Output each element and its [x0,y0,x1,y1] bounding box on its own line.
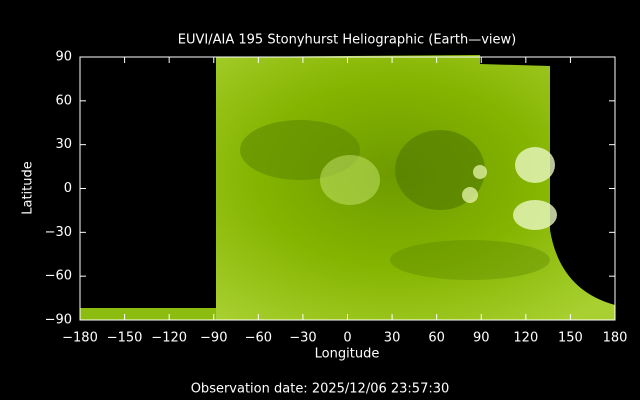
x-tick-label: 90 [473,331,490,346]
y-tick-label: 0 [64,181,72,196]
solar-map-image [80,55,615,320]
x-tick-label: 150 [558,331,583,346]
x-tick-label: −60 [245,331,272,346]
x-tick-label: 120 [513,331,538,346]
y-tick-label: −90 [45,313,72,328]
y-axis-label: Latitude [21,161,36,215]
footer: Observation date: 2025/12/06 23:57:30 [191,382,450,397]
x-tick-label: −150 [107,331,143,346]
x-tick-label: −90 [200,331,227,346]
x-tick-label: 180 [603,331,628,346]
x-tick-label: 30 [384,331,401,346]
x-tick-label: −30 [289,331,316,346]
y-tick-label: 60 [55,93,72,108]
y-tick-label: −60 [45,269,72,284]
y-tick-label: 90 [55,50,72,65]
y-tick-label: 30 [55,137,72,152]
x-tick-label: −180 [62,331,98,346]
x-tick-label: 60 [428,331,445,346]
x-axis-label: Longitude [315,347,380,362]
x-tick-label: −120 [151,331,187,346]
x-tick-label: 0 [343,331,351,346]
chart-title: EUVI/AIA 195 Stonyhurst Heliographic (Ea… [178,33,516,48]
y-tick-label: −30 [45,225,72,240]
